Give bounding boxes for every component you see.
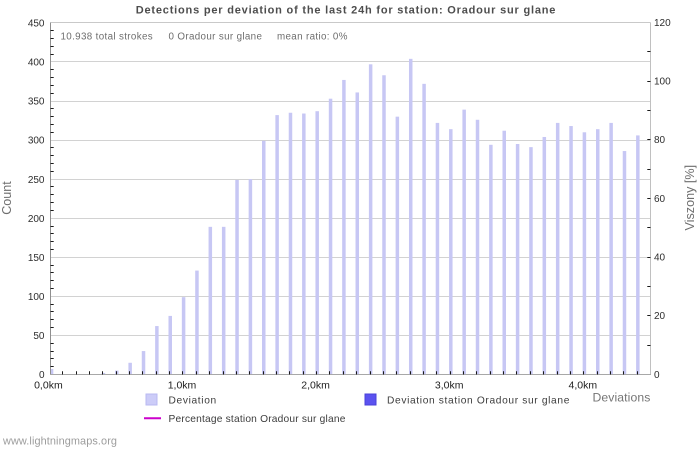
svg-text:60: 60 <box>654 194 666 205</box>
svg-text:1,0km: 1,0km <box>168 379 197 391</box>
svg-text:0,0km: 0,0km <box>34 379 63 391</box>
svg-text:20: 20 <box>654 311 666 322</box>
svg-text:0 Oradour sur glane: 0 Oradour sur glane <box>169 31 263 42</box>
svg-text:Detections per deviation of th: Detections per deviation of the last 24h… <box>136 4 556 16</box>
svg-text:80: 80 <box>654 135 666 146</box>
svg-text:400: 400 <box>28 58 45 69</box>
svg-text:100: 100 <box>28 292 45 303</box>
svg-text:40: 40 <box>654 253 666 264</box>
svg-text:250: 250 <box>28 175 45 186</box>
svg-text:www.lightningmaps.org: www.lightningmaps.org <box>2 436 117 448</box>
svg-text:10.938 total strokes: 10.938 total strokes <box>61 31 154 42</box>
svg-text:0: 0 <box>654 370 660 381</box>
svg-text:350: 350 <box>28 97 45 108</box>
svg-text:Deviation station Oradour sur: Deviation station Oradour sur glane <box>387 395 570 406</box>
svg-text:Viszony [%]: Viszony [%] <box>683 165 697 231</box>
svg-text:150: 150 <box>28 253 45 264</box>
svg-text:50: 50 <box>33 331 45 342</box>
svg-text:0: 0 <box>39 370 45 381</box>
svg-text:3,0km: 3,0km <box>435 379 464 391</box>
svg-text:Percentage station Oradour sur: Percentage station Oradour sur glane <box>169 414 346 425</box>
svg-text:Deviation: Deviation <box>169 395 217 406</box>
svg-text:120: 120 <box>654 18 671 29</box>
svg-text:mean ratio: 0%: mean ratio: 0% <box>277 31 348 42</box>
svg-text:Count: Count <box>0 181 14 215</box>
svg-text:300: 300 <box>28 136 45 147</box>
svg-text:100: 100 <box>654 77 671 88</box>
svg-text:Deviations: Deviations <box>593 391 651 405</box>
svg-text:4,0km: 4,0km <box>569 379 598 391</box>
svg-text:450: 450 <box>28 19 45 30</box>
svg-text:2,0km: 2,0km <box>301 379 330 391</box>
svg-text:200: 200 <box>28 214 45 225</box>
